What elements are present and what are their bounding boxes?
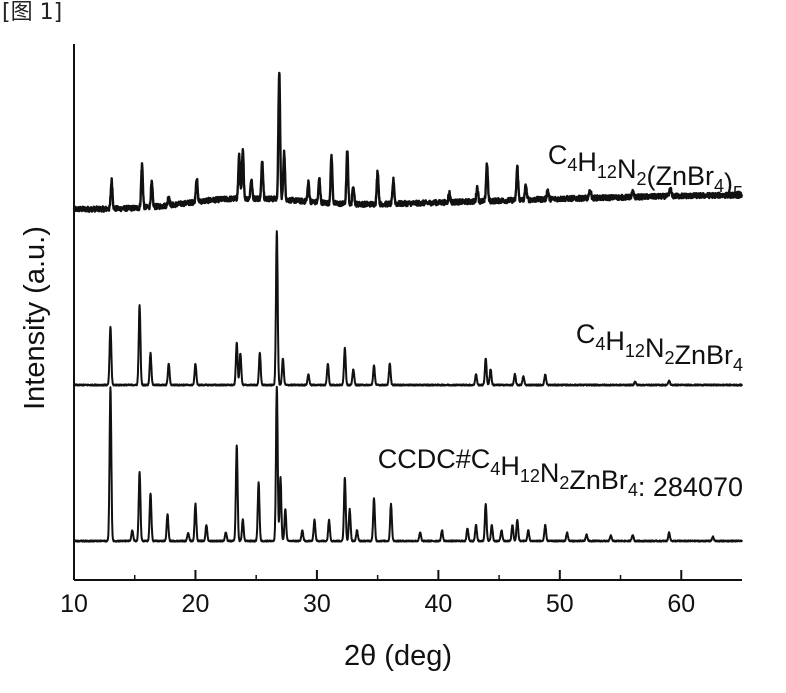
x-tick-label: 30 — [303, 590, 331, 618]
y-axis-title: Intensity (a.u.) — [19, 226, 51, 410]
x-tick-label: 40 — [424, 590, 452, 618]
series-line-2 — [73, 230, 743, 387]
series-group — [72, 71, 743, 543]
figure-label: [图 1] — [2, 0, 63, 25]
x-tick-label: 50 — [546, 590, 574, 618]
series-labels: C4H12N2(ZnBr4)5 C4H12N2ZnBr4 CCDC#C4H12N2Z… — [378, 140, 743, 502]
series-line-1 — [72, 71, 743, 213]
series-label-2: C4H12N2ZnBr4 — [576, 319, 743, 375]
x-tick-label: 20 — [182, 590, 210, 618]
x-axis-title: 2θ (deg) — [344, 640, 452, 672]
series-line-3 — [73, 385, 743, 543]
x-tick-label: 60 — [667, 590, 695, 618]
series-label-1: C4H12N2(ZnBr4)5 — [548, 140, 743, 203]
x-tick-label: 10 — [60, 590, 88, 618]
series-label-3: CCDC#C4H12N2ZnBr4: 284070 — [378, 444, 743, 502]
axes: 10 20 30 40 50 60 — [60, 44, 742, 618]
